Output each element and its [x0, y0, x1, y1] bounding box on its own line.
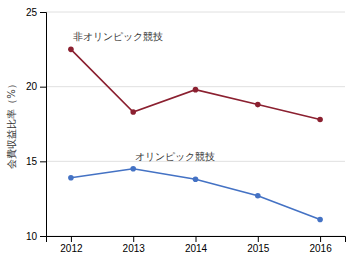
tick-label: 20 — [26, 81, 38, 92]
point — [130, 166, 136, 172]
series-group — [68, 47, 323, 223]
y-axis: 10 15 20 25 — [26, 7, 47, 242]
tick: 2012 — [60, 236, 83, 254]
x-axis: 2012 2013 2014 2015 2016 — [47, 236, 346, 254]
tick-mark — [40, 236, 46, 237]
tick-label: 2013 — [123, 243, 146, 254]
annotation: オリンピック競技 — [135, 151, 215, 162]
point — [317, 117, 323, 123]
tick-mark — [133, 236, 134, 242]
axis-line — [47, 237, 346, 243]
tick-label: 15 — [26, 156, 38, 167]
point — [317, 217, 323, 223]
tick-label: 10 — [26, 231, 38, 242]
tick-label: 2012 — [60, 243, 83, 254]
point — [68, 47, 74, 53]
annotation: 非オリンピック競技 — [73, 31, 163, 42]
tick: 2013 — [123, 236, 146, 254]
tick: 25 — [26, 7, 46, 18]
tick-label: 2016 — [309, 243, 332, 254]
tick-mark — [196, 236, 197, 242]
tick: 15 — [26, 156, 46, 167]
tick: 2014 — [185, 236, 208, 254]
tick-mark — [71, 236, 72, 242]
tick-mark — [40, 12, 46, 13]
y-axis-title: 会費収益比率（%） — [6, 79, 17, 169]
tick: 2015 — [247, 236, 270, 254]
point — [255, 102, 261, 108]
chart-container: 2012 2013 2014 2015 2016 10 15 20 25 非オリンピック競技オリン… — [0, 0, 359, 262]
point — [255, 193, 261, 199]
point — [193, 87, 199, 93]
tick: 10 — [26, 231, 46, 242]
tick-label: 2014 — [185, 243, 208, 254]
point — [68, 175, 74, 181]
chart: 2012 2013 2014 2015 2016 10 15 20 25 非オリンピック競技オリン… — [0, 0, 359, 262]
point — [193, 176, 199, 182]
line — [71, 169, 320, 220]
tick-mark — [258, 236, 259, 242]
tick-mark — [320, 236, 321, 242]
series — [68, 166, 323, 222]
line — [71, 49, 320, 119]
axis-line — [40, 13, 47, 237]
tick-label: 2015 — [247, 243, 270, 254]
tick-label: 25 — [26, 7, 38, 18]
tick: 2016 — [309, 236, 332, 254]
tick-mark — [40, 87, 46, 88]
grid — [46, 12, 345, 236]
tick-mark — [40, 161, 46, 162]
series — [68, 47, 323, 123]
tick: 20 — [26, 81, 46, 92]
point — [130, 109, 136, 115]
grid-line — [46, 12, 345, 13]
plot: 2012 2013 2014 2015 2016 10 15 20 25 非オリンピック競技オリン… — [26, 7, 346, 254]
